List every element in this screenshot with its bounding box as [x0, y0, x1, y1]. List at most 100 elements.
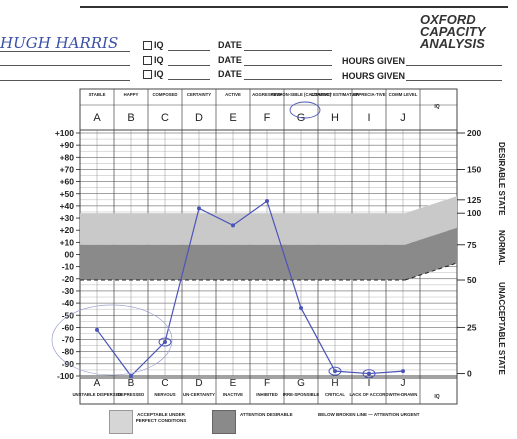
left-tick-label: -10: [62, 262, 75, 272]
data-point: [265, 199, 269, 204]
left-tick-label: -60: [62, 322, 75, 332]
left-tick-label: -50: [62, 310, 75, 320]
left-tick-label: -30: [62, 286, 75, 296]
column-letter-top: I: [367, 112, 370, 124]
column-letter-top: E: [229, 112, 236, 124]
column-letter-bottom: J: [401, 378, 406, 389]
column-bottom-label: UNSTABLE DISPERSED: [72, 392, 121, 397]
legend-acceptable: ACCEPTABLE UNDER PERFECT CONDITIONS: [135, 412, 187, 423]
iq-checkbox-2[interactable]: [143, 56, 152, 65]
iq-checkbox-1[interactable]: [143, 41, 152, 50]
column-top-label: COMM LEVEL: [389, 92, 418, 97]
left-tick-label: +70: [60, 164, 75, 174]
column-top-label: CERTAINTY: [187, 92, 211, 97]
column-bottom-label: INHIBITED: [256, 392, 278, 397]
column-bottom-label: DEPRESSED: [118, 392, 145, 397]
left-tick-label: -100: [57, 371, 74, 381]
point-circle-c: [158, 337, 172, 347]
column-bottom-label: LACK OF ACCORD: [350, 392, 389, 397]
name-line-2: [0, 65, 130, 66]
brand-line1: OXFORD: [420, 12, 476, 27]
right-tick-label: 125: [467, 195, 481, 205]
data-point: [367, 371, 371, 376]
column-letter-top: A: [93, 112, 101, 124]
iq-checkbox-3[interactable]: [143, 70, 152, 79]
data-point: [129, 374, 133, 378]
column-top-label: STABLE: [89, 92, 106, 97]
iq-label-3: IQ: [154, 69, 164, 79]
column-letter-top: B: [127, 112, 134, 124]
chart-bands: [80, 196, 458, 281]
name-value: HUGH HARRIS: [0, 34, 119, 52]
unacceptable-state-label: UNACCEPTABLE STATE: [497, 282, 506, 375]
column-letter-bottom: I: [368, 378, 371, 389]
column-letter-top: C: [161, 112, 169, 124]
right-tick-label: 50: [467, 275, 477, 285]
iq-col-bottom: IQ: [434, 394, 439, 400]
column-top-label: ACTIVE: [225, 92, 241, 97]
left-tick-label: 00: [65, 250, 75, 260]
right-tick-label: 150: [467, 164, 481, 174]
column-bottom-label: NERVOUS: [154, 392, 175, 397]
iq-line-1: [168, 50, 210, 51]
normal-label: NORMAL: [497, 230, 506, 266]
column-letter-top: F: [264, 112, 271, 124]
column-top-label: COMPOSED: [152, 92, 177, 97]
iq-label-1: IQ: [154, 40, 164, 50]
column-top-label: AGGRES-SIVE: [252, 92, 282, 97]
date-label-3: DATE: [218, 69, 242, 79]
legend-light-swatch: [109, 410, 133, 434]
column-top-label: RESPON-SIBLE (CAUSATIVE): [271, 92, 332, 97]
hours-label-3: HOURS GIVEN: [342, 71, 406, 81]
left-tick-label: +20: [60, 225, 75, 235]
left-tick-label: -80: [62, 347, 75, 357]
left-tick-label: +40: [60, 201, 75, 211]
data-point: [231, 223, 235, 228]
column-bottom-label: INACTIVE: [223, 392, 243, 397]
column-letter-bottom: B: [128, 378, 135, 389]
column-letter-top: H: [331, 112, 339, 124]
column-letter-top: D: [195, 112, 203, 124]
brand-line3: ANALYSIS: [420, 36, 485, 51]
column-bottom-label: IRRE-SPONSIBLE: [283, 392, 320, 397]
column-top-label: HAPPY: [124, 92, 139, 97]
name-line-3: [0, 80, 130, 81]
column-letter-top: J: [400, 112, 406, 124]
column-letter-bottom: F: [264, 378, 270, 389]
broken-line-rise: [404, 262, 458, 281]
date-label-2: DATE: [218, 55, 242, 65]
column-bottom-label: UN-CERTAINTY: [183, 392, 215, 397]
top-rule: [80, 6, 508, 8]
iq-label-2: IQ: [154, 55, 164, 65]
point-circle-i: [362, 369, 376, 379]
column-letter-bottom: D: [195, 378, 202, 389]
legend-broken-line: BELOW BROKEN LINE — ATTENTION URGENT: [318, 412, 420, 417]
pencil-circle-a: [51, 304, 173, 376]
left-tick-label: -20: [62, 274, 75, 284]
left-tick-label: -40: [62, 298, 75, 308]
column-top-label: CORRECT ESTIMATION: [311, 92, 360, 97]
column-letter-bottom: C: [161, 378, 168, 389]
date-label-1: DATE: [218, 40, 242, 50]
column-bottom-label: WITH-DRAWN: [389, 392, 418, 397]
left-tick-label: +60: [60, 177, 75, 187]
data-point: [333, 369, 337, 374]
legend-attention: ATTENTION DESIRABLE: [240, 412, 293, 417]
right-tick-label: 0: [467, 369, 472, 379]
attention-band-rise: [405, 227, 457, 281]
date-line-3: [244, 79, 332, 80]
header-circle-g: [289, 101, 321, 119]
name-line-1: [0, 51, 130, 52]
left-tick-label: -70: [62, 335, 75, 345]
point-circle-h: [328, 366, 342, 376]
left-tick-label: +10: [60, 237, 75, 247]
iq-col-top: IQ: [434, 104, 439, 110]
column-letter-bottom: A: [94, 378, 101, 389]
left-tick-label: +80: [60, 152, 75, 162]
iq-line-2: [168, 65, 210, 66]
column-letter-bottom: H: [331, 378, 338, 389]
column-bottom-label: CRITICAL: [325, 392, 345, 397]
chart-plot: [51, 101, 405, 379]
left-tick-label: +50: [60, 189, 75, 199]
